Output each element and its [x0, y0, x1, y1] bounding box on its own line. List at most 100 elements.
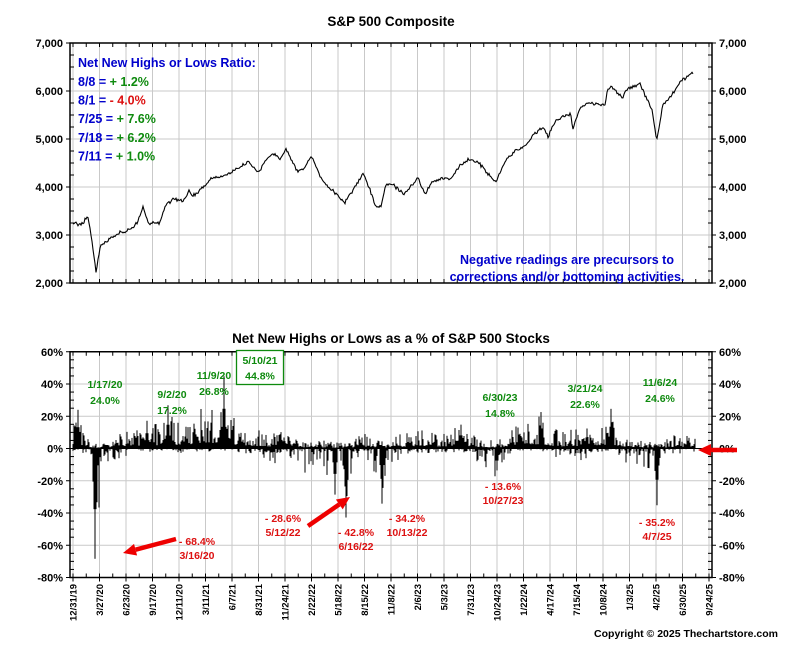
breadth-ytick-right: -80% — [719, 573, 745, 585]
legend-title: Net New Highs or Lows Ratio: — [78, 56, 256, 70]
breadth-bar-down — [175, 448, 177, 451]
breadth-bar-up — [152, 428, 154, 449]
breadth-bar-down — [444, 448, 446, 452]
breadth-bar-down — [257, 448, 259, 450]
breadth-bar-up — [243, 442, 245, 449]
breadth-bar-down — [248, 448, 250, 452]
breadth-bar-up — [603, 439, 605, 449]
breadth-bar-down — [267, 448, 269, 451]
breadth-bar-down — [552, 448, 554, 450]
green-annotation-date: 3/21/24 — [567, 383, 602, 395]
breadth-bar-up — [390, 446, 392, 449]
breadth-bar-up — [363, 445, 365, 449]
green-annotation-date: 11/9/20 — [197, 370, 232, 382]
breadth-bar-down — [679, 448, 681, 454]
breadth-bar-up — [489, 447, 491, 449]
breadth-bar-down — [290, 448, 292, 458]
breadth-bar-up — [160, 443, 162, 449]
breadth-bar-up — [242, 439, 244, 449]
breadth-bar-up — [676, 445, 678, 449]
breadth-bar-up — [543, 437, 545, 449]
breadth-bar-down — [268, 448, 270, 451]
breadth-bar-up — [237, 440, 239, 449]
breadth-bar-down — [475, 448, 477, 451]
breadth-bar-up — [415, 436, 417, 449]
breadth-bar-up — [402, 446, 404, 449]
breadth-bar-up — [662, 446, 664, 449]
breadth-bar-down — [278, 448, 280, 450]
breadth-bar-down — [579, 448, 581, 454]
breadth-bar-up — [524, 443, 526, 449]
breadth-bar-down — [355, 448, 357, 451]
breadth-bar-down — [118, 448, 120, 459]
breadth-bar-down — [581, 448, 583, 452]
breadth-bar-down — [621, 448, 623, 451]
breadth-bar-up — [346, 446, 348, 449]
breadth-bar-down — [625, 448, 627, 463]
breadth-bar-up — [684, 443, 686, 449]
breadth-bar-up — [394, 445, 396, 449]
breadth-bar-up — [83, 435, 85, 449]
breadth-bar-up — [105, 445, 107, 449]
x-date-label: 10/8/24 — [599, 583, 610, 615]
x-date-label: 10/24/23 — [493, 584, 504, 621]
breadth-bar-down — [492, 448, 494, 456]
breadth-bar-up — [498, 445, 500, 449]
breadth-bar-up — [631, 441, 633, 449]
breadth-bar-up — [416, 445, 418, 449]
breadth-bar-up — [545, 444, 547, 449]
breadth-bar-up — [247, 441, 249, 449]
breadth-bar-down — [497, 448, 499, 461]
breadth-bar-down — [357, 448, 359, 458]
breadth-bar-up — [454, 428, 456, 449]
breadth-bar-up — [451, 445, 453, 449]
breadth-bar-up — [303, 447, 305, 449]
breadth-bar-up — [88, 442, 90, 449]
breadth-bar-up — [525, 439, 527, 449]
breadth-bar-down — [330, 448, 332, 452]
breadth-bar-up — [403, 445, 405, 449]
breadth-bar-down — [387, 448, 389, 460]
breadth-bar-up — [665, 447, 667, 449]
breadth-bar-down — [597, 448, 599, 452]
breadth-bar-up — [295, 439, 297, 449]
breadth-bar-down — [95, 448, 97, 510]
breadth-bar-up — [474, 437, 476, 449]
breadth-bar-up — [148, 440, 150, 449]
breadth-bar-up — [278, 435, 280, 449]
breadth-bar-up — [494, 447, 496, 449]
breadth-bar-up — [640, 440, 642, 449]
breadth-bar-up — [570, 429, 572, 449]
breadth-bar-down — [659, 448, 661, 458]
breadth-bar-down — [356, 448, 358, 453]
breadth-bar-up — [433, 441, 435, 449]
price-ytick-right: 6,000 — [719, 86, 747, 98]
breadth-bar-up — [532, 444, 534, 449]
breadth-bar-down — [316, 448, 318, 460]
breadth-bar-up — [207, 421, 209, 449]
breadth-bar-up — [114, 443, 116, 449]
breadth-bar-up — [681, 441, 683, 449]
breadth-bar-down — [580, 448, 582, 461]
price-ytick-left: 3,000 — [35, 230, 63, 242]
breadth-bar-up — [634, 445, 636, 449]
breadth-bar-up — [653, 445, 655, 449]
breadth-bar-up — [132, 444, 134, 449]
breadth-bar-up — [189, 427, 191, 449]
breadth-bar-down — [530, 448, 532, 451]
breadth-bar-up — [357, 445, 359, 449]
price-ytick-right: 2,000 — [719, 278, 747, 290]
breadth-bar-up — [655, 445, 657, 449]
breadth-bar-up — [106, 445, 108, 449]
breadth-bar-up — [360, 442, 362, 449]
breadth-bar-up — [614, 445, 616, 449]
legend-entry: 7/18 = + 6.2% — [78, 131, 156, 145]
breadth-bar-up — [282, 441, 284, 449]
breadth-bar-down — [161, 448, 163, 451]
breadth-bar-up — [191, 443, 193, 449]
breadth-bar-up — [74, 426, 76, 449]
breadth-bar-down — [91, 448, 93, 454]
breadth-bar-up — [201, 430, 203, 449]
breadth-bar-down — [564, 448, 566, 451]
breadth-bar-down — [120, 448, 122, 453]
